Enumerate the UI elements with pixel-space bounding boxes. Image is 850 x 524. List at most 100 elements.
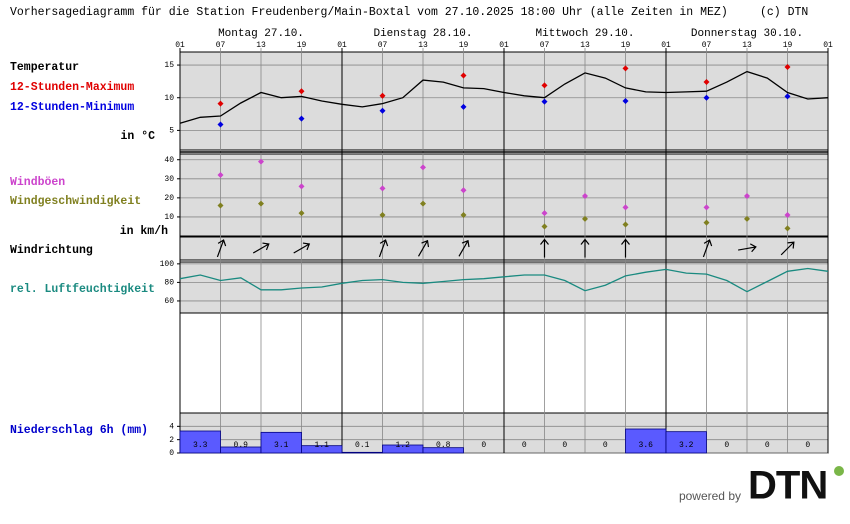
- x-tick-label: 07: [216, 41, 226, 50]
- x-tick-label: 19: [621, 41, 631, 50]
- value-label: 0: [562, 441, 567, 450]
- point: [784, 225, 791, 232]
- x-tick-label: 13: [580, 41, 590, 50]
- y-axis-label: in °C: [120, 130, 155, 143]
- bar: [301, 445, 343, 454]
- point: [703, 94, 710, 101]
- point: [582, 192, 588, 199]
- x-tick-label: 19: [297, 41, 307, 50]
- legend-entry: Windböen: [10, 176, 65, 189]
- powered-by: powered by: [679, 489, 741, 503]
- y-tick-label: 30: [164, 175, 174, 184]
- value-label: 3.3: [193, 441, 208, 450]
- point: [298, 88, 305, 95]
- wind-arrow: [702, 239, 713, 258]
- x-tick-label: 07: [378, 41, 388, 50]
- wind-arrow: [458, 239, 470, 257]
- day-label: Mittwoch 29.10.: [535, 28, 634, 40]
- y-tick-label: 60: [164, 297, 174, 306]
- y-tick-label: 10: [164, 94, 174, 103]
- value-label: 0.8: [436, 441, 451, 450]
- point: [258, 200, 264, 207]
- point: [217, 100, 224, 107]
- bar: [665, 431, 707, 454]
- day-label: Montag 27.10.: [218, 28, 304, 40]
- day-label: Donnerstag 30.10.: [691, 28, 803, 40]
- point: [460, 212, 467, 219]
- x-tick-label: 01: [337, 41, 347, 50]
- legend-entry: rel. Luftfeuchtigkeit: [10, 283, 155, 296]
- point: [784, 93, 791, 100]
- value-label: 0: [765, 441, 770, 450]
- x-tick-label: 07: [540, 41, 550, 50]
- wind-arrow: [580, 238, 590, 258]
- point: [217, 202, 224, 209]
- point: [541, 210, 548, 217]
- line: [179, 267, 829, 293]
- point: [744, 192, 750, 199]
- point: [258, 158, 264, 165]
- x-tick-label: 13: [742, 41, 752, 50]
- point: [460, 103, 467, 110]
- bar: [422, 447, 464, 454]
- point: [784, 64, 791, 71]
- value-label: 0: [481, 441, 486, 450]
- value-label: 0: [603, 441, 608, 450]
- point: [541, 223, 548, 230]
- x-tick-label: 01: [499, 41, 509, 50]
- legend-entry: 12-Stunden-Maximum: [10, 81, 134, 94]
- wind-arrow: [780, 241, 795, 256]
- y-tick-label: 0: [169, 449, 174, 458]
- y-tick-label: 40: [164, 156, 174, 165]
- point: [217, 121, 224, 128]
- wind-arrow: [216, 239, 227, 258]
- legend-entry: Windgeschwindigkeit: [10, 195, 141, 208]
- point: [217, 171, 224, 178]
- point: [622, 98, 629, 104]
- point: [622, 204, 629, 211]
- point: [379, 107, 386, 114]
- point: [460, 187, 467, 194]
- y-tick-label: 100: [160, 260, 175, 269]
- wind-arrow: [252, 242, 270, 254]
- wind-arrow: [378, 239, 389, 258]
- point: [420, 164, 426, 171]
- wind-arrow: [621, 238, 630, 258]
- point: [622, 65, 629, 72]
- x-tick-label: 01: [823, 41, 833, 50]
- point: [703, 219, 710, 226]
- value-label: 0: [522, 441, 527, 450]
- value-label: 1.2: [396, 441, 411, 450]
- y-tick-label: 80: [164, 279, 174, 288]
- point: [460, 72, 467, 79]
- wind-arrow: [293, 242, 311, 254]
- point: [744, 215, 750, 222]
- value-label: 3.6: [639, 441, 654, 450]
- value-label: 3.1: [274, 441, 289, 450]
- y-tick-label: 2: [169, 436, 174, 445]
- x-tick-label: 19: [783, 41, 793, 50]
- wind-arrow: [417, 239, 430, 257]
- bar: [625, 428, 667, 454]
- y-tick-label: 15: [164, 61, 174, 70]
- y-axis-label: in km/h: [120, 225, 168, 238]
- y-tick-label: 5: [169, 127, 174, 136]
- legend-entry: Temperatur: [10, 61, 79, 74]
- point: [541, 98, 548, 105]
- logo: DTN: [748, 464, 827, 508]
- x-tick-label: 07: [702, 41, 712, 50]
- panel-title: Niederschlag 6h (mm): [10, 424, 148, 437]
- y-tick-label: 4: [169, 422, 174, 431]
- day-label: Dienstag 28.10.: [373, 28, 472, 40]
- copyright: (c) DTN: [760, 6, 808, 19]
- point: [298, 210, 305, 217]
- wind-arrow: [540, 238, 549, 258]
- point: [703, 204, 710, 211]
- point: [582, 215, 588, 222]
- value-label: 0.1: [355, 441, 370, 450]
- value-label: 0: [724, 441, 729, 450]
- line: [179, 70, 829, 124]
- y-tick-label: 20: [164, 194, 174, 203]
